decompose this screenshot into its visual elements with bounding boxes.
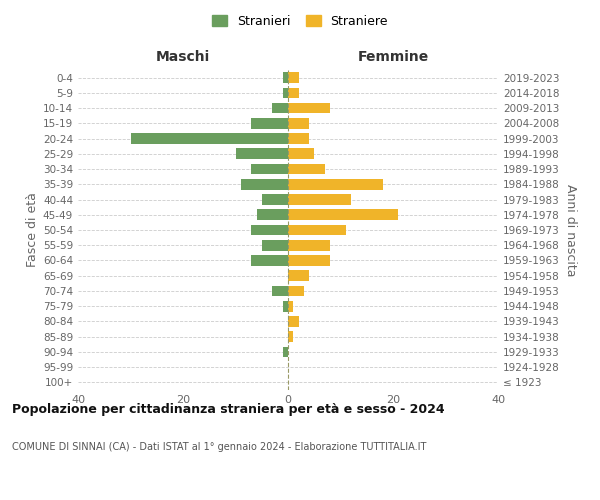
- Bar: [251, 164, 288, 174]
- Bar: [130, 133, 288, 144]
- Legend: Stranieri, Straniere: Stranieri, Straniere: [208, 11, 392, 32]
- Bar: [288, 316, 299, 327]
- Y-axis label: Fasce di età: Fasce di età: [26, 192, 39, 268]
- Bar: [288, 133, 309, 144]
- Bar: [288, 118, 309, 128]
- Y-axis label: Anni di nascita: Anni di nascita: [564, 184, 577, 276]
- Bar: [283, 72, 288, 83]
- Bar: [288, 270, 309, 281]
- Bar: [288, 72, 299, 83]
- Bar: [288, 103, 330, 114]
- Text: Popolazione per cittadinanza straniera per età e sesso - 2024: Popolazione per cittadinanza straniera p…: [12, 402, 445, 415]
- Bar: [288, 179, 383, 190]
- Bar: [235, 148, 288, 159]
- Bar: [288, 332, 293, 342]
- Bar: [257, 210, 288, 220]
- Bar: [251, 255, 288, 266]
- Bar: [288, 301, 293, 312]
- Bar: [288, 240, 330, 250]
- Bar: [283, 301, 288, 312]
- Bar: [288, 88, 299, 98]
- Bar: [262, 240, 288, 250]
- Bar: [283, 88, 288, 98]
- Bar: [288, 286, 304, 296]
- Text: Femmine: Femmine: [358, 50, 428, 64]
- Text: Maschi: Maschi: [156, 50, 210, 64]
- Bar: [272, 103, 288, 114]
- Bar: [272, 286, 288, 296]
- Bar: [288, 224, 346, 235]
- Bar: [288, 148, 314, 159]
- Bar: [283, 346, 288, 357]
- Bar: [288, 255, 330, 266]
- Bar: [251, 224, 288, 235]
- Bar: [262, 194, 288, 205]
- Bar: [288, 164, 325, 174]
- Bar: [241, 179, 288, 190]
- Bar: [288, 210, 398, 220]
- Bar: [288, 194, 351, 205]
- Bar: [251, 118, 288, 128]
- Text: COMUNE DI SINNAI (CA) - Dati ISTAT al 1° gennaio 2024 - Elaborazione TUTTITALIA.: COMUNE DI SINNAI (CA) - Dati ISTAT al 1°…: [12, 442, 427, 452]
